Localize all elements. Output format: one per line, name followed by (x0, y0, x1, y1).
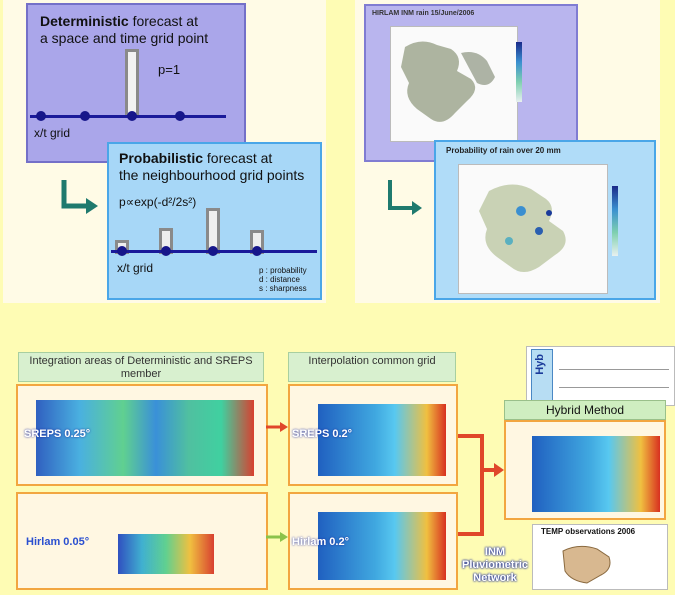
divider (559, 387, 669, 388)
sreps-field (36, 400, 254, 476)
deterministic-axis-label: x/t grid (34, 126, 71, 140)
probabilistic-formula: p∝exp(-d²/2s²) (119, 195, 197, 209)
probabilistic-title: Probabilistic forecast at the neighbourh… (119, 150, 305, 183)
sreps-interp-label: SREPS 0.2° (292, 428, 353, 440)
temp-observations-map: TEMP observations 2006 (532, 524, 668, 590)
hirlam-field (118, 534, 214, 574)
temp-observations-title: TEMP observations 2006 (541, 527, 636, 536)
grid-dot (127, 111, 137, 121)
grid-dot (161, 246, 171, 256)
deterministic-bar (125, 49, 139, 117)
divider (559, 369, 669, 370)
sreps-interp-field (318, 404, 446, 476)
sreps-integration-map: SREPS 0.25° (16, 384, 268, 486)
inm-network-label: INM Pluviometric Network (462, 546, 529, 584)
hybrid-map (504, 420, 666, 520)
sreps-interpolated-map: SREPS 0.2° (288, 384, 458, 486)
hirlam-map-title: HIRLAM INM rain 15/June/2006 (372, 10, 475, 17)
grid-dot (252, 246, 262, 256)
right-arrow-icon (266, 532, 288, 542)
grid-dot (175, 111, 185, 121)
corner-arrow-icon (61, 180, 98, 214)
deterministic-title: Deterministic forecast at a space and ti… (40, 13, 209, 46)
grid-dot (36, 111, 46, 121)
grid-dot (117, 246, 127, 256)
probabilistic-axis-label: x/t grid (117, 261, 154, 275)
grid-dot (208, 246, 218, 256)
merge-arrow-icon (458, 434, 504, 536)
hirlam-integration-map: Hirlam 0.05° (16, 492, 268, 590)
deterministic-p-label: p=1 (158, 62, 181, 77)
deterministic-box: Deterministic forecast at a space and ti… (26, 3, 246, 163)
grid-dot (80, 111, 90, 121)
corner-arrow-icon (388, 180, 422, 215)
probability-map-title: Probability of rain over 20 mm (446, 146, 561, 155)
probability-map-box: Probability of rain over 20 mm (434, 140, 656, 300)
sreps-label: SREPS 0.25° (24, 428, 91, 440)
interpolation-header: Interpolation common grid (288, 352, 456, 382)
hybrid-field (532, 436, 660, 512)
integration-header: Integration areas of Deterministic and S… (18, 352, 264, 382)
hirlam-interp-field (318, 512, 446, 580)
hybrid-table: Hyb (526, 346, 675, 406)
hirlam-interpolated-map: Hirlam 0.2° (288, 492, 458, 590)
hirlam-map-box: HIRLAM INM rain 15/June/2006 (364, 4, 578, 162)
color-scale (612, 186, 618, 256)
probabilistic-legend: p : probability d : distance s : sharpne… (259, 266, 307, 293)
hybrid-tag: Hyb (534, 354, 546, 375)
hirlam-interp-label: Hirlam 0.2° (292, 536, 349, 548)
hybrid-tag-box: Hyb (531, 349, 553, 403)
probability-rain-map (458, 164, 608, 294)
hirlam-label: Hirlam 0.05° (26, 536, 90, 548)
probabilistic-box: Probabilistic forecast at the neighbourh… (107, 142, 322, 300)
hirlam-rain-map (390, 26, 518, 142)
right-arrow-icon (266, 422, 288, 432)
color-scale (516, 42, 522, 102)
hybrid-method-title: Hybrid Method (504, 400, 666, 420)
